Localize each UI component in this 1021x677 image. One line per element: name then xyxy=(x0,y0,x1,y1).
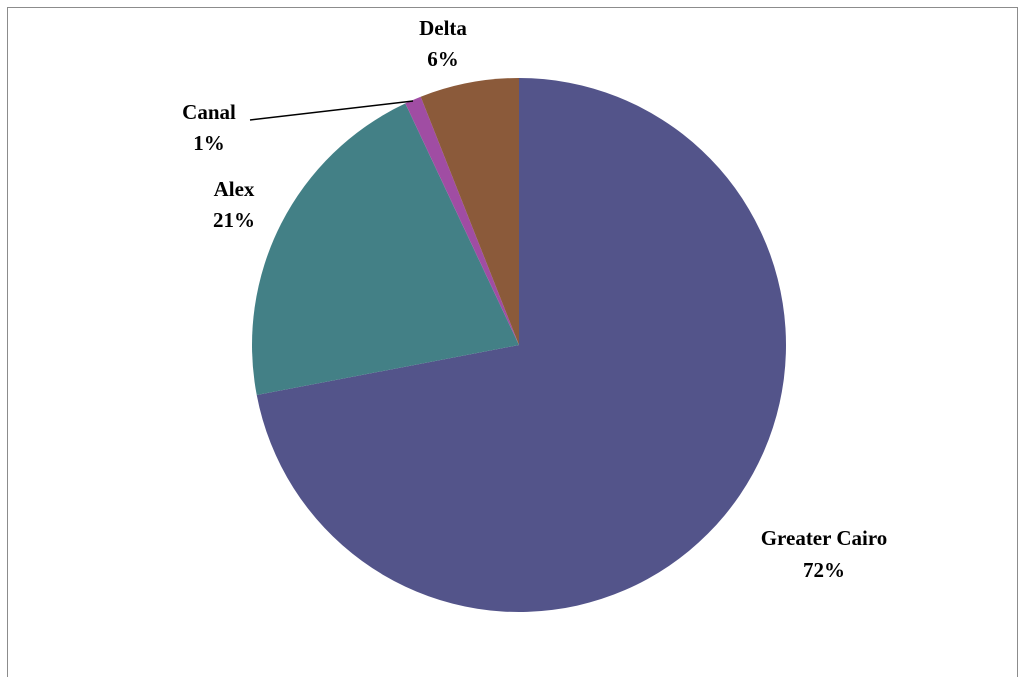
slice-label-percent-greater-cairo: 72% xyxy=(803,558,845,582)
slice-label-percent-delta: 6% xyxy=(427,47,459,71)
pie-slice-greater-cairo xyxy=(256,78,786,613)
slice-label-name-canal: Canal xyxy=(182,100,236,124)
slice-labels: Greater Cairo 72% Alex 21% Canal 1% Delta 6% xyxy=(182,16,887,582)
pie-slice-alex xyxy=(252,103,519,396)
slice-label-percent-canal: 1% xyxy=(193,131,225,155)
slice-label-name-delta: Delta xyxy=(419,16,467,40)
slice-label-name-greater-cairo: Greater Cairo xyxy=(761,526,888,550)
leader-lines xyxy=(249,100,414,121)
leader-line-canal xyxy=(249,100,414,121)
slice-label-percent-alex: 21% xyxy=(213,208,255,232)
slice-label-name-alex: Alex xyxy=(214,177,255,201)
pie-slices xyxy=(252,78,786,613)
pie-slice-canal xyxy=(405,96,519,345)
pie-slice-delta xyxy=(420,78,519,345)
